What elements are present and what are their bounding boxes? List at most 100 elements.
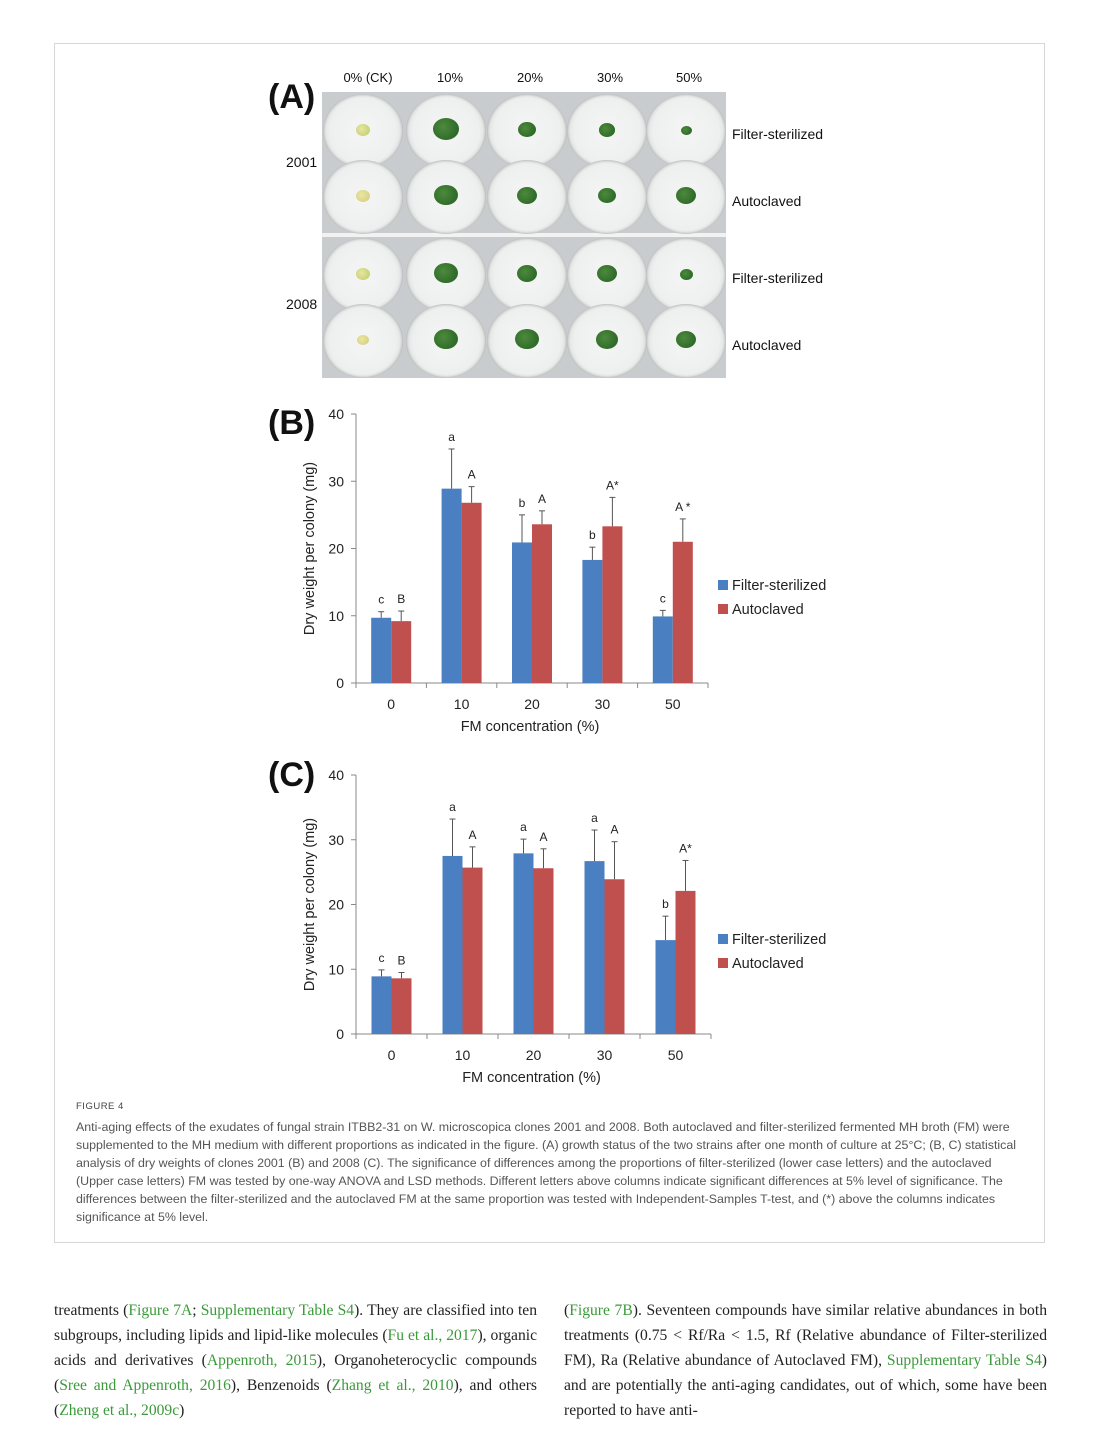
column-header: 0% (CK)	[343, 70, 393, 85]
x-tick-label: 50	[665, 696, 681, 712]
x-axis-label: FM concentration (%)	[461, 719, 600, 735]
duckweed-colony	[357, 335, 369, 346]
x-tick-label: 0	[388, 1047, 396, 1063]
significance-letter: a	[520, 820, 527, 834]
reference-link[interactable]: Supplementary Table S4	[200, 1302, 355, 1319]
y-axis-label: Dry weight per colony (mg)	[302, 462, 318, 635]
reference-link[interactable]: Zheng et al., 2009c	[59, 1402, 180, 1419]
y-tick-label: 10	[328, 961, 344, 977]
body-text: ;	[192, 1302, 201, 1319]
bar-filter-sterilized	[512, 542, 532, 683]
y-tick-label: 30	[328, 473, 344, 489]
duckweed-colony	[517, 265, 537, 282]
bar-autoclaved	[604, 879, 625, 1034]
petri-dish-photo	[322, 92, 726, 378]
duckweed-colony	[356, 190, 370, 202]
x-tick-label: 30	[597, 1047, 613, 1063]
duckweed-colony	[433, 118, 459, 141]
x-tick-label: 20	[526, 1047, 542, 1063]
body-text: ). Seventeen compounds have similar rela…	[564, 1302, 1047, 1369]
bar-autoclaved	[672, 541, 693, 683]
bar-filter-sterilized	[513, 853, 534, 1034]
bar-autoclaved	[602, 526, 623, 683]
significance-letter: a	[591, 811, 598, 825]
bar-autoclaved	[675, 890, 696, 1034]
bar-autoclaved	[391, 621, 412, 683]
row-label-filter-2001: Filter-sterilized	[732, 126, 824, 142]
significance-letter: A	[468, 468, 476, 482]
significance-letter: B	[397, 592, 405, 606]
row-label-autoclaved-2001: Autoclaved	[732, 193, 802, 209]
duckweed-colony	[676, 331, 696, 348]
clone-label-2001: 2001	[286, 154, 318, 170]
x-tick-label: 30	[595, 696, 611, 712]
caption-text: Anti-aging effects of the exudates of fu…	[76, 1120, 1016, 1224]
y-tick-label: 40	[328, 767, 344, 783]
duckweed-colony	[596, 330, 618, 349]
legend-swatch	[718, 604, 728, 614]
y-tick-label: 40	[328, 406, 344, 422]
legend-label: Autoclaved	[732, 602, 804, 618]
body-text: )	[179, 1402, 185, 1419]
bar-autoclaved	[391, 978, 412, 1034]
row-label-autoclaved-2008: Autoclaved	[732, 337, 802, 353]
duckweed-colony	[597, 265, 617, 282]
reference-link[interactable]: Appenroth, 2015	[206, 1352, 317, 1369]
figure-caption: FIGURE 4 Anti-aging effects of the exuda…	[76, 1098, 1026, 1226]
bar-filter-sterilized	[655, 940, 676, 1034]
duckweed-colony	[356, 124, 370, 136]
significance-letter: A	[610, 823, 618, 837]
x-tick-label: 10	[454, 696, 470, 712]
legend-label: Autoclaved	[732, 956, 804, 972]
legend-swatch	[718, 580, 728, 590]
reference-link[interactable]: Fu et al., 2017	[387, 1327, 478, 1344]
body-text: ), and others (	[54, 1377, 538, 1419]
significance-letter: B	[397, 953, 405, 967]
bar-autoclaved	[533, 868, 554, 1034]
reference-link[interactable]: Zhang et al., 2010	[331, 1377, 454, 1394]
y-tick-label: 20	[328, 897, 344, 913]
column-header: 10%	[436, 70, 464, 85]
duckweed-colony	[356, 268, 370, 280]
clone-label-2008: 2008	[286, 296, 318, 312]
reference-link[interactable]: Figure 7B	[569, 1302, 633, 1319]
bar-autoclaved	[462, 867, 483, 1034]
duckweed-colony	[517, 187, 537, 204]
significance-letter: a	[449, 800, 456, 814]
bar-filter-sterilized	[441, 488, 462, 683]
bar-filter-sterilized	[442, 855, 463, 1034]
significance-letter: b	[589, 528, 596, 542]
body-text: ) and are potentially the anti-aging can…	[564, 1352, 1047, 1419]
panel-c-label: (C)	[268, 756, 316, 794]
body-text: ), Organoheterocyclic compounds (	[54, 1352, 537, 1394]
reference-link[interactable]: Sree and Appenroth, 2016	[59, 1377, 231, 1394]
figure-number: FIGURE 4	[76, 1101, 124, 1112]
significance-letter: A	[538, 492, 546, 506]
figure-frame	[54, 43, 1045, 1243]
x-axis-label: FM concentration (%)	[462, 1070, 601, 1086]
body-text: ), organic acids and derivatives (	[54, 1327, 537, 1369]
reference-link[interactable]: Supplementary Table S4	[886, 1352, 1042, 1369]
y-tick-label: 0	[336, 675, 344, 691]
x-tick-label: 20	[524, 696, 540, 712]
duckweed-colony	[434, 329, 458, 350]
duckweed-colony	[599, 123, 615, 137]
y-axis-label: Dry weight per colony (mg)	[302, 818, 318, 991]
bar-autoclaved	[532, 524, 552, 683]
bar-filter-sterilized	[584, 861, 605, 1034]
duckweed-colony	[680, 125, 692, 135]
duckweed-colony	[676, 187, 696, 204]
duckweed-colony	[515, 329, 539, 350]
duckweed-colony	[679, 268, 693, 280]
column-header: 30%	[596, 70, 624, 85]
significance-letter: c	[378, 593, 384, 607]
reference-link[interactable]: Figure 7A	[128, 1302, 193, 1319]
x-tick-label: 50	[668, 1047, 684, 1063]
y-tick-label: 0	[336, 1026, 344, 1042]
significance-letter: A	[539, 830, 547, 844]
significance-letter: A	[468, 828, 476, 842]
body-text: ), Benzenoids (	[230, 1377, 332, 1394]
significance-letter: b	[662, 897, 669, 911]
